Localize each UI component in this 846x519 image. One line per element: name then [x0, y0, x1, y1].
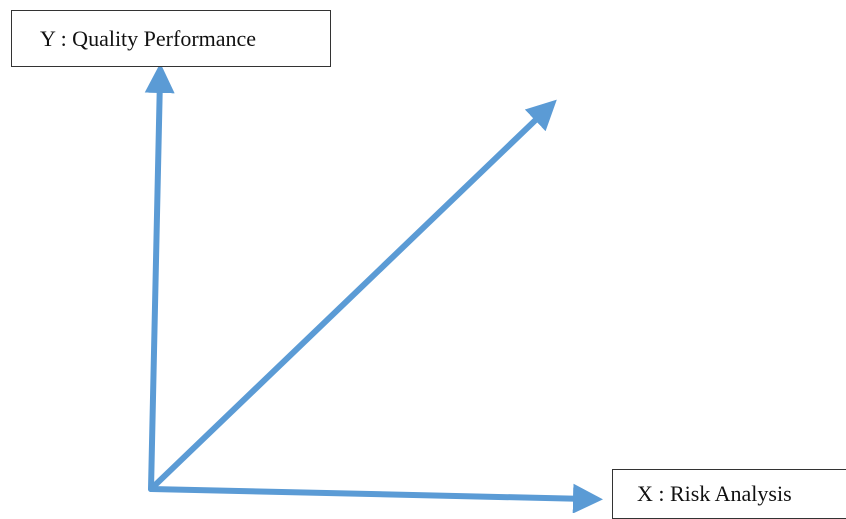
y-axis-label: Y : Quality Performance — [40, 25, 257, 51]
x-axis-label: X : Risk Analysis — [637, 481, 792, 506]
y-axis-label-box: Y : Quality Performance — [11, 10, 331, 67]
x-axis-label-box: X : Risk Analysis — [612, 469, 846, 519]
y-axis-arrow — [144, 63, 175, 492]
diagonal-arrow — [148, 99, 557, 492]
x-axis-arrow — [148, 483, 603, 513]
